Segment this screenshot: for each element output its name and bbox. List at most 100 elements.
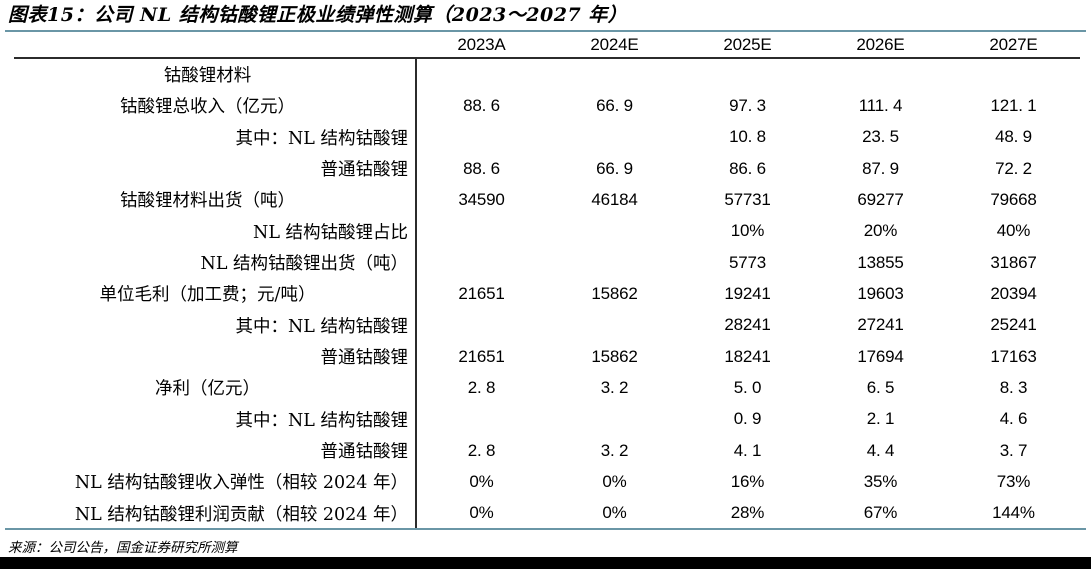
table-column-headers: 2023A 2024E 2025E 2026E 2027E	[415, 33, 1080, 56]
cell-value: 5773	[728, 252, 767, 272]
cell-value: 69277	[857, 189, 904, 209]
row-label: 钴酸锂总收入（亿元）	[120, 97, 295, 118]
cell-value: 121. 1	[990, 95, 1037, 115]
cell-value: 3. 2	[600, 377, 629, 397]
row-label: 普通钴酸锂	[320, 348, 409, 369]
cell-value: 97. 3	[729, 95, 766, 115]
cell-value: 8. 3	[999, 377, 1028, 397]
cell-value: 19241	[724, 283, 771, 303]
table-row: NL 结构钴酸锂收入弹性（相较 2024 年） 0% 0% 16% 35% 73%	[0, 466, 1080, 497]
row-label: 其中：NL 结构钴酸锂	[235, 316, 409, 337]
table-row: 普通钴酸锂 2. 8 3. 2 4. 1 4. 4 3. 7	[0, 435, 1080, 466]
cell-value: 73%	[996, 471, 1031, 491]
cell-value: 0. 9	[733, 409, 762, 429]
cell-value: 88. 6	[463, 95, 500, 115]
cell-value: 111. 4	[858, 95, 903, 115]
cell-value: 5. 0	[733, 377, 762, 397]
cell-value: 87. 9	[862, 158, 899, 178]
column-header: 2027E	[989, 35, 1038, 54]
table-body: 钴酸锂材料钴酸锂总收入（亿元） 88. 6 66. 9 97. 3 111. 4 121.…	[0, 59, 1080, 529]
cell-value: 6. 5	[866, 377, 895, 397]
row-label: NL 结构钴酸锂占比	[253, 222, 408, 243]
cell-value: 4. 4	[866, 440, 895, 460]
table-row: 钴酸锂材料出货（吨） 34590 46184 57731 69277 79668	[0, 184, 1080, 215]
cell-value: 2. 1	[866, 409, 895, 429]
table-row: 普通钴酸锂 21651 15862 18241 17694 17163	[0, 341, 1080, 372]
cell-value: 10%	[730, 221, 765, 241]
cell-value: 40%	[996, 221, 1031, 241]
cell-value: 27241	[857, 315, 904, 335]
cell-value: 20%	[863, 221, 898, 241]
row-label: 普通钴酸锂	[320, 442, 409, 463]
column-header: 2025E	[723, 35, 772, 54]
row-label: 钴酸锂材料出货（吨）	[120, 191, 295, 212]
row-label: NL 结构钴酸锂收入弹性（相较 2024 年）	[74, 473, 408, 494]
cell-value: 144%	[992, 503, 1035, 523]
table-row: NL 结构钴酸锂利润贡献（相较 2024 年） 0% 0% 28% 67% 144%	[0, 498, 1080, 529]
cell-value: 2. 8	[467, 377, 496, 397]
cell-value: 57731	[724, 189, 771, 209]
cell-value: 88. 6	[463, 158, 500, 178]
cell-value: 19603	[857, 283, 904, 303]
header-bottom-rule	[14, 57, 1080, 59]
cell-value: 28%	[730, 503, 765, 523]
cell-value: 4. 1	[733, 440, 762, 460]
cell-value: 25241	[990, 315, 1037, 335]
row-label: 其中：NL 结构钴酸锂	[235, 128, 409, 149]
table-row: 其中：NL 结构钴酸锂 0. 9 2. 1 4. 6	[0, 404, 1080, 435]
cell-value: 21651	[458, 346, 505, 366]
cell-value: 72. 2	[995, 158, 1032, 178]
table-bottom-rule	[5, 528, 1086, 530]
page-footer-bar	[0, 557, 1091, 569]
cell-value: 16%	[730, 471, 765, 491]
cell-value: 10. 8	[729, 127, 766, 147]
cell-value: 0%	[602, 503, 627, 523]
cell-value: 31867	[990, 252, 1037, 272]
row-label: NL 结构钴酸锂利润贡献（相较 2024 年）	[74, 504, 408, 525]
column-header: 2023A	[457, 35, 506, 54]
row-label: 净利（亿元）	[155, 379, 260, 400]
table-row: NL 结构钴酸锂占比 10% 20% 40%	[0, 216, 1080, 247]
row-label: NL 结构钴酸锂出货（吨）	[200, 254, 409, 275]
table-row: 净利（亿元） 2. 8 3. 2 5. 0 6. 5 8. 3	[0, 372, 1080, 403]
row-label: 普通钴酸锂	[320, 160, 409, 181]
cell-value: 20394	[990, 283, 1037, 303]
cell-value: 86. 6	[729, 158, 766, 178]
cell-value: 13855	[857, 252, 904, 272]
table-row: NL 结构钴酸锂出货（吨） 5773 13855 31867	[0, 247, 1080, 278]
cell-value: 66. 9	[596, 95, 633, 115]
cell-value: 3. 7	[999, 440, 1028, 460]
cell-value: 48. 9	[995, 127, 1032, 147]
table-row: 其中：NL 结构钴酸锂 28241 27241 25241	[0, 310, 1080, 341]
row-label: 钴酸锂材料	[163, 66, 252, 87]
label-column-divider	[415, 59, 417, 529]
cell-value: 79668	[990, 189, 1037, 209]
cell-value: 17163	[990, 346, 1037, 366]
cell-value: 2. 8	[467, 440, 496, 460]
cell-value: 66. 9	[596, 158, 633, 178]
cell-value: 4. 6	[999, 409, 1028, 429]
cell-value: 35%	[863, 471, 898, 491]
table-row: 单位毛利（加工费；元/吨） 21651 15862 19241 19603 20394	[0, 278, 1080, 309]
table-row: 其中：NL 结构钴酸锂 10. 8 23. 5 48. 9	[0, 122, 1080, 153]
column-header: 2026E	[856, 35, 905, 54]
row-label: 单位毛利（加工费；元/吨）	[99, 285, 316, 306]
source-note: 来源：公司公告，国金证券研究所测算	[8, 540, 238, 556]
cell-value: 0%	[469, 503, 494, 523]
cell-value: 28241	[724, 315, 771, 335]
cell-value: 46184	[591, 189, 638, 209]
figure-title: 图表15：公司 NL 结构钴酸锂正极业绩弹性测算（2023～2027 年）	[8, 4, 628, 26]
cell-value: 15862	[591, 346, 638, 366]
cell-value: 0%	[469, 471, 494, 491]
cell-value: 34590	[458, 189, 505, 209]
cell-value: 18241	[724, 346, 771, 366]
cell-value: 23. 5	[862, 127, 899, 147]
cell-value: 21651	[458, 283, 505, 303]
cell-value: 0%	[602, 471, 627, 491]
table-row: 普通钴酸锂 88. 6 66. 9 86. 6 87. 9 72. 2	[0, 153, 1080, 184]
title-underline-rule	[5, 30, 1086, 32]
table-row: 钴酸锂总收入（亿元） 88. 6 66. 9 97. 3 111. 4 121. 1	[0, 90, 1080, 121]
table-row: 钴酸锂材料	[0, 59, 1080, 90]
cell-value: 17694	[857, 346, 904, 366]
